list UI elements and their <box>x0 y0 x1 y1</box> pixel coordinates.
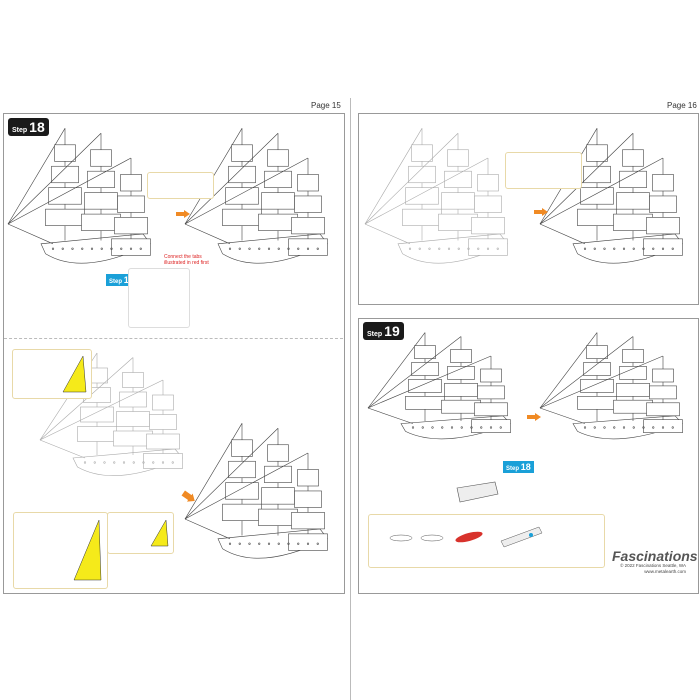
part-inset-flag <box>505 152 582 189</box>
ship-illustration-result <box>539 128 683 264</box>
step-18-badge: Step 18 <box>8 118 49 136</box>
page-divider <box>350 98 351 700</box>
ship-illustration <box>7 128 151 264</box>
ship-illustration-result <box>184 128 328 264</box>
ship-illustration <box>364 128 508 264</box>
arrow-icon <box>176 210 190 218</box>
page-number-16: Page 16 <box>667 101 697 110</box>
copyright-text: © 2022 Fascinations Seattle, WA www.metal… <box>600 563 686 575</box>
section-divider <box>4 338 343 339</box>
step-18-reference: Step 18 <box>503 461 534 473</box>
arrow-icon <box>181 490 195 502</box>
website-link: www.metalearth.com <box>644 569 686 574</box>
step-number: 19 <box>384 323 400 339</box>
arrow-icon <box>527 413 541 421</box>
ship-illustration-result <box>184 423 328 559</box>
boat-part <box>456 481 499 503</box>
page-number-15: Page 15 <box>311 101 341 110</box>
step-word: Step <box>367 331 383 338</box>
part-inset-jib <box>12 349 92 399</box>
lifeboat-assembly-inset <box>368 514 605 568</box>
ship-illustration-result <box>539 332 684 440</box>
part-inset-staysail <box>13 512 108 589</box>
part-inset-sail <box>107 512 174 554</box>
step-word: Step <box>12 127 28 134</box>
detail-inset <box>128 268 190 328</box>
step-number: 18 <box>29 119 45 135</box>
arrow-icon <box>534 208 548 216</box>
instruction-note: Connect the tabs illustrated in red firs… <box>164 254 209 266</box>
fascinations-logo: Fascinations <box>612 548 698 564</box>
step-19-badge: Step 19 <box>363 322 404 340</box>
ship-illustration <box>367 332 512 440</box>
part-inset <box>147 172 214 199</box>
